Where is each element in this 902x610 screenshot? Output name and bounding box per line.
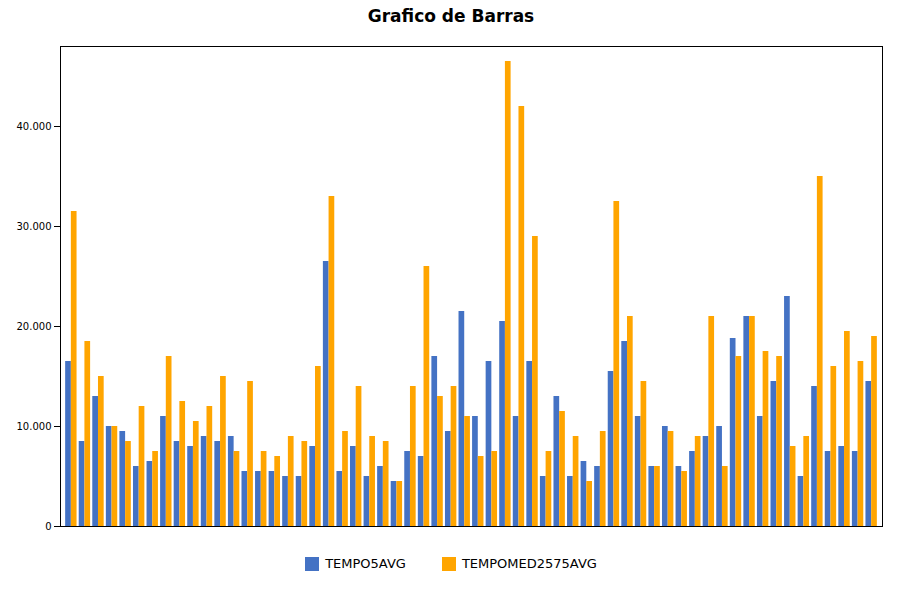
svg-text:30.000: 30.000 bbox=[17, 221, 52, 232]
html-text:TEMPOMED2575AVG: TEMPOMED2575AVG bbox=[461, 556, 597, 571]
svg-text:0: 0 bbox=[45, 521, 51, 532]
svg-text:20.000: 20.000 bbox=[17, 321, 52, 332]
svg-text:10.000: 10.000 bbox=[17, 421, 52, 432]
svg-text:40.000: 40.000 bbox=[17, 121, 52, 132]
html-text:Grafico de Barras: Grafico de Barras bbox=[367, 6, 535, 26]
html-text:TEMPO5AVG: TEMPO5AVG bbox=[325, 556, 406, 571]
